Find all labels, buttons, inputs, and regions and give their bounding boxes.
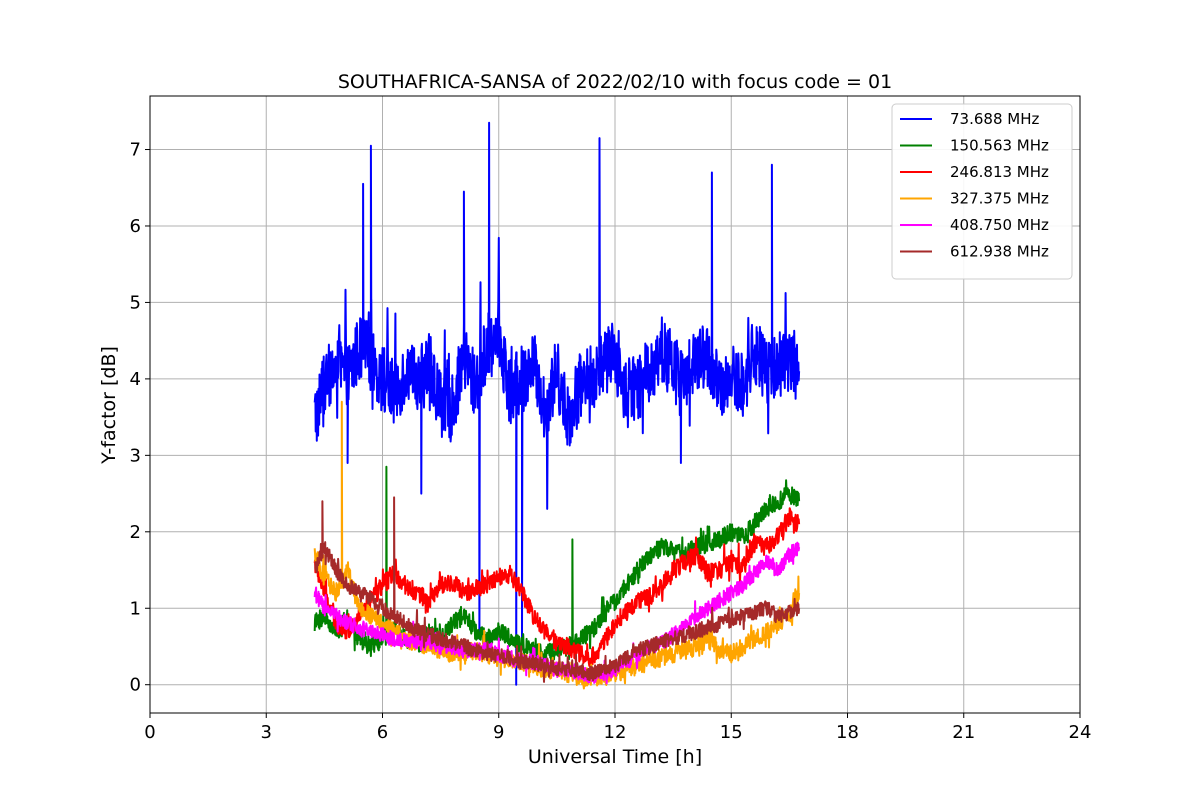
y-tick-label: 2 bbox=[130, 522, 141, 543]
x-tick-label: 21 bbox=[952, 722, 975, 743]
legend-label: 327.375 MHz bbox=[950, 190, 1049, 208]
x-tick-label: 3 bbox=[261, 722, 272, 743]
y-tick-label: 0 bbox=[130, 675, 141, 696]
x-axis: 0 3 6 9 12 15 18 21 24 bbox=[144, 713, 1091, 743]
series-line bbox=[314, 496, 801, 683]
y-tick-label: 5 bbox=[130, 292, 141, 313]
y-axis: 0 1 2 3 4 5 6 7 bbox=[130, 140, 150, 696]
x-tick-label: 12 bbox=[604, 722, 627, 743]
y-tick-label: 3 bbox=[130, 445, 141, 466]
series-line bbox=[313, 541, 801, 685]
legend-label: 73.688 MHz bbox=[950, 110, 1039, 128]
y-tick-label: 4 bbox=[130, 369, 141, 390]
legend-box bbox=[891, 103, 1073, 280]
y-tick-label: 1 bbox=[130, 598, 141, 619]
x-tick-label: 9 bbox=[493, 722, 504, 743]
x-tick-label: 15 bbox=[720, 722, 743, 743]
legend: 73.688 MHz 150.563 MHz 246.813 MHz 327.375 … bbox=[891, 103, 1073, 280]
legend-label: 246.813 MHz bbox=[950, 163, 1049, 181]
series-line bbox=[313, 121, 801, 686]
x-tick-label: 6 bbox=[377, 722, 388, 743]
chart-title: SOUTHAFRICA-SANSA of 2022/02/10 with foc… bbox=[338, 71, 892, 93]
x-tick-label: 18 bbox=[836, 722, 859, 743]
x-axis-label: Universal Time [h] bbox=[528, 746, 702, 768]
legend-label: 408.750 MHz bbox=[950, 216, 1049, 234]
series-layer bbox=[313, 121, 801, 690]
y-tick-label: 7 bbox=[130, 140, 141, 161]
y-tick-label: 6 bbox=[130, 216, 141, 237]
legend-label: 150.563 MHz bbox=[950, 137, 1049, 155]
x-tick-label: 0 bbox=[144, 722, 155, 743]
x-tick-label: 24 bbox=[1069, 722, 1092, 743]
y-axis-label: Y-factor [dB] bbox=[98, 346, 120, 465]
legend-label: 612.938 MHz bbox=[950, 243, 1049, 261]
series-line bbox=[313, 465, 801, 664]
